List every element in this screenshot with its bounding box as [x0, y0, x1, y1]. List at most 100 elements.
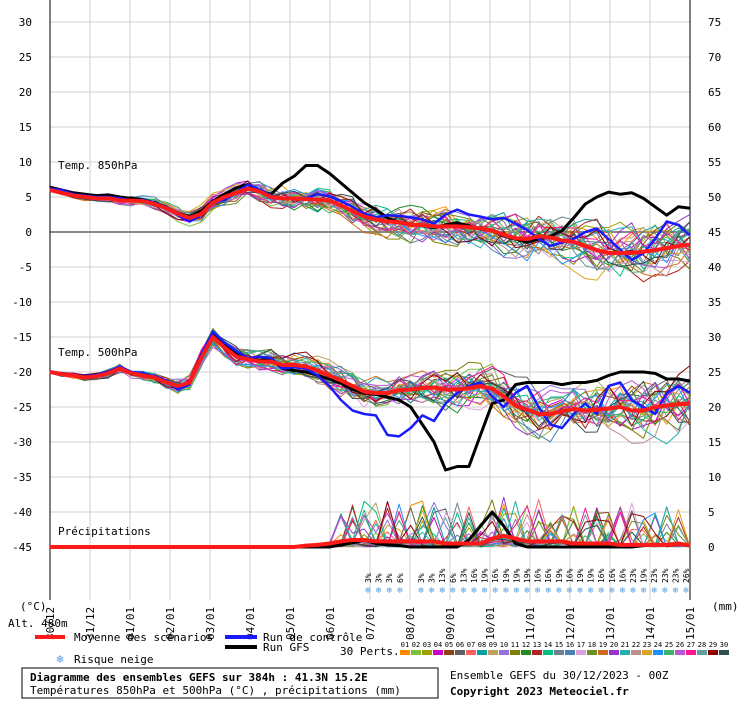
- snow-risk-label: 23%: [671, 568, 680, 583]
- snowflake-icon: ❄: [471, 586, 477, 596]
- snow-risk-label: 23%: [661, 568, 670, 583]
- snow-risk-label: 16%: [534, 568, 543, 583]
- snow-risk-label: 3%: [417, 573, 426, 583]
- perturbation-id: 27: [687, 641, 695, 649]
- snowflake-icon: ❄: [567, 586, 573, 596]
- perturbation-id: 16: [566, 641, 574, 649]
- perturbation-color-swatch: [444, 650, 454, 655]
- snowflake-icon: ❄: [556, 586, 562, 596]
- copyright: Copyright 2023 Meteociel.fr: [450, 685, 629, 698]
- right-tick-label: 55: [708, 156, 721, 169]
- perturbation-id: 04: [434, 641, 442, 649]
- perturbation-color-swatch: [642, 650, 652, 655]
- perturbation-color-swatch: [466, 650, 476, 655]
- snowflake-icon: ❄: [492, 586, 498, 596]
- left-tick-label: 20: [19, 86, 32, 99]
- snow-risk-label: 19%: [502, 568, 511, 583]
- snow-risk-label: 16%: [544, 568, 553, 583]
- left-tick-label: 30: [19, 16, 32, 29]
- perturbation-color-swatch: [433, 650, 443, 655]
- snow-risk-label: 19%: [576, 568, 585, 583]
- perturbation-color-swatch: [400, 650, 410, 655]
- run-info: Ensemble GEFS du 30/12/2023 - 00Z: [450, 669, 669, 682]
- perturbation-color-swatch: [565, 650, 575, 655]
- right-tick-label: 25: [708, 366, 721, 379]
- perturbation-id: 07: [467, 641, 475, 649]
- x-tick-label: 05/01: [284, 607, 297, 640]
- snowflake-icon: ❄: [535, 586, 541, 596]
- perturbation-color-swatch: [598, 650, 608, 655]
- snowflake-icon: ❄: [683, 586, 689, 596]
- right-tick-label: 50: [708, 191, 721, 204]
- snowflake-icon: ❄: [56, 652, 63, 666]
- perturbation-id: 08: [478, 641, 486, 649]
- altitude-label: Alt. 480m: [8, 617, 68, 630]
- panel-label-t850: Temp. 850hPa: [58, 159, 137, 172]
- snowflake-icon: ❄: [376, 586, 382, 596]
- perturbation-id: 18: [588, 641, 596, 649]
- perturbation-id: 14: [544, 641, 552, 649]
- perturbation-id: 22: [632, 641, 640, 649]
- perturbation-color-swatch: [521, 650, 531, 655]
- left-tick-label: 0: [25, 226, 32, 239]
- snow-risk-label: 3%: [428, 573, 437, 583]
- x-tick-label: 04/01: [244, 607, 257, 640]
- perturbation-id: 02: [412, 641, 420, 649]
- legend-gfs-label: Run GFS: [263, 641, 309, 654]
- right-tick-label: 0: [708, 541, 715, 554]
- snowflake-icon: ❄: [439, 586, 445, 596]
- perturbation-id: 01: [401, 641, 409, 649]
- perturbation-color-swatch: [664, 650, 674, 655]
- snowflake-icon: ❄: [673, 586, 679, 596]
- right-tick-label: 70: [708, 51, 721, 64]
- perturbation-id: 11: [511, 641, 519, 649]
- x-tick-label: 03/01: [204, 607, 217, 640]
- snowflake-icon: ❄: [429, 586, 435, 596]
- snow-risk-label: 19%: [523, 568, 532, 583]
- perturbation-id: 21: [621, 641, 629, 649]
- snow-risk-label: 6%: [396, 573, 405, 583]
- snow-risk-label: 19%: [587, 568, 596, 583]
- right-tick-label: 10: [708, 471, 721, 484]
- snow-risk-label: 16%: [597, 568, 606, 583]
- perturbation-color-swatch: [554, 650, 564, 655]
- perturbation-color-swatch: [510, 650, 520, 655]
- snow-risk-label: 6%: [449, 573, 458, 583]
- snowflake-icon: ❄: [630, 586, 636, 596]
- perturbation-id: 20: [610, 641, 618, 649]
- perturbation-color-swatch: [532, 650, 542, 655]
- left-tick-label: 25: [19, 51, 32, 64]
- perturbation-color-swatch: [499, 650, 509, 655]
- mean-line-precip: [50, 533, 691, 549]
- mean-line-500: [49, 335, 691, 416]
- perturbation-color-swatch: [477, 650, 487, 655]
- snowflake-icon: ❄: [503, 586, 509, 596]
- perturbation-id: 06: [456, 641, 464, 649]
- perturbation-color-swatch: [719, 650, 729, 655]
- snow-risk-label: 23%: [629, 568, 638, 583]
- chart-title: Diagramme des ensembles GEFS sur 384h : …: [30, 671, 368, 684]
- perturbation-color-swatch: [697, 650, 707, 655]
- snowflake-icon: ❄: [514, 586, 520, 596]
- left-tick-label: 10: [19, 156, 32, 169]
- x-tick-label: 06/01: [324, 607, 337, 640]
- perturbation-line-850: [49, 180, 691, 265]
- perturbation-color-swatch: [675, 650, 685, 655]
- snow-risk-label: 13%: [438, 568, 447, 583]
- snowflake-icon: ❄: [482, 586, 488, 596]
- snowflake-icon: ❄: [651, 586, 657, 596]
- snow-risk-label: 19%: [512, 568, 521, 583]
- x-tick-label: 15/01: [684, 607, 697, 640]
- snowflake-icon: ❄: [386, 586, 392, 596]
- x-tick-label: 31/12: [84, 607, 97, 640]
- legend-perts-label: 30 Perts.: [340, 645, 400, 658]
- panel-label-precip: Précipitations: [58, 525, 151, 538]
- perturbation-color-swatch: [631, 650, 641, 655]
- right-tick-label: 75: [708, 16, 721, 29]
- snowflake-icon: ❄: [641, 586, 647, 596]
- perturbation-id: 09: [489, 641, 497, 649]
- perturbation-color-swatch: [609, 650, 619, 655]
- snowflake-icon: ❄: [620, 586, 626, 596]
